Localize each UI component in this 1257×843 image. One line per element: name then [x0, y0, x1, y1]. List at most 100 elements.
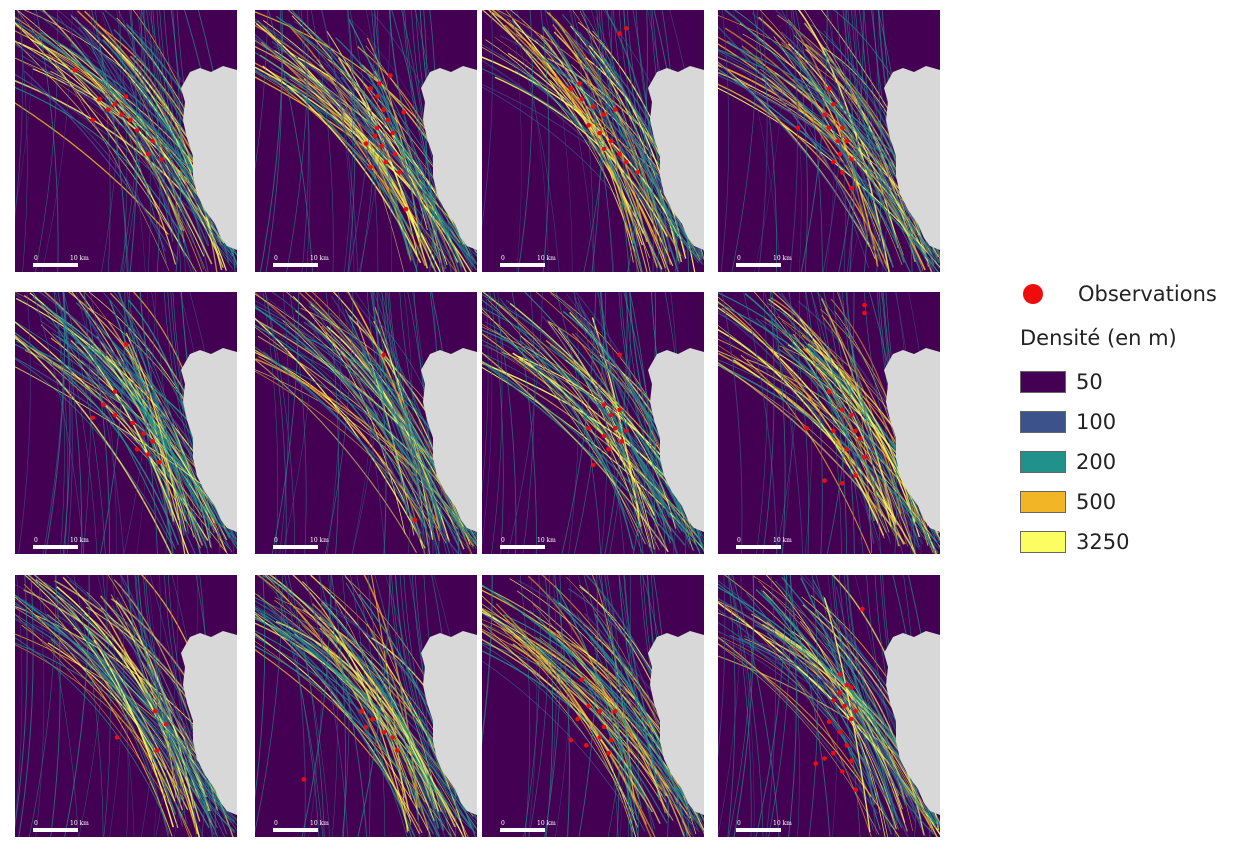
observation-point — [617, 407, 622, 413]
observation-point — [568, 86, 574, 91]
scale-bar-max-label: 10 km — [70, 820, 89, 827]
observation-point — [114, 735, 120, 740]
observation-point — [397, 170, 402, 175]
density-map-2: 0 10 km — [255, 10, 477, 272]
map-panel-6: 0 10 km — [255, 292, 477, 554]
observation-point — [635, 170, 640, 175]
map-panel-11: 0 10 km — [482, 575, 704, 837]
observation-point — [101, 402, 107, 407]
observation-point — [590, 462, 596, 468]
observation-point — [617, 352, 622, 358]
density-map-11: 0 10 km — [482, 575, 704, 837]
scale-bar-min-label: 0 — [274, 820, 278, 827]
observation-point — [844, 138, 850, 144]
ship-tracks — [15, 292, 237, 554]
observation-point — [608, 737, 614, 743]
observation-point — [848, 412, 854, 418]
observation-point — [837, 151, 843, 157]
legend-label-100: 100 — [1076, 410, 1117, 434]
observations — [363, 73, 409, 212]
observation-point — [606, 750, 611, 756]
island-landmass — [181, 631, 237, 815]
observation-point — [617, 31, 622, 36]
observation-point — [379, 143, 384, 149]
observation-point — [112, 412, 118, 418]
observation-point — [606, 446, 611, 452]
ship-tracks — [718, 575, 940, 837]
density-map-10: 0 10 km — [255, 575, 477, 837]
observation-point — [837, 672, 843, 677]
island-landmass — [181, 348, 237, 532]
observation-point — [90, 415, 95, 421]
observation-point — [848, 185, 854, 191]
legend-label-200: 200 — [1076, 450, 1117, 474]
observation-point — [608, 412, 614, 418]
observation-point — [590, 104, 596, 110]
observation-point — [154, 748, 160, 753]
observation-point — [853, 787, 858, 793]
observations — [813, 606, 865, 793]
observation-point — [301, 777, 307, 782]
density-map-6: 0 10 km — [255, 292, 477, 554]
observation-point — [575, 716, 580, 722]
map-panel-8: 0 10 km — [718, 292, 940, 554]
observation-point — [150, 138, 155, 144]
observation-point — [853, 473, 858, 478]
observation-point — [412, 517, 418, 523]
observation-point — [150, 439, 155, 444]
legend-class-3250: 3250 — [1020, 530, 1129, 554]
observations — [90, 342, 162, 465]
scale-bar-min-label: 0 — [34, 820, 38, 827]
observation-point — [840, 769, 845, 774]
observation-point — [383, 159, 389, 165]
observation-point — [152, 708, 158, 714]
scale-bar-min-label: 0 — [737, 820, 741, 827]
observation-point — [577, 81, 582, 86]
observation-point — [363, 724, 369, 730]
observations — [72, 68, 164, 162]
scale-bar: 0 10 km — [736, 255, 792, 267]
observation-point — [601, 402, 607, 407]
legend-swatch-500 — [1020, 491, 1066, 513]
map-panel-5: 0 10 km — [15, 292, 237, 554]
island-landmass — [181, 66, 237, 250]
scale-bar: 0 10 km — [736, 820, 792, 832]
observation-point — [374, 125, 380, 131]
scale-bar-max-label: 10 km — [773, 255, 792, 262]
observation-point — [123, 342, 129, 347]
observation-point — [586, 123, 591, 128]
scale-bar-max-label: 10 km — [537, 255, 556, 262]
observation-point — [385, 117, 391, 123]
observation-point — [390, 130, 395, 136]
observation-point — [619, 439, 625, 444]
scale-bar-max-label: 10 km — [773, 820, 792, 827]
observation-point — [822, 112, 827, 118]
observation-point — [844, 743, 850, 748]
scale-bar-min-label: 0 — [501, 255, 505, 262]
map-panel-10: 0 10 km — [255, 575, 477, 837]
legend-swatch-3250 — [1020, 531, 1066, 553]
observation-point — [145, 452, 151, 457]
map-panel-12: 0 10 km — [718, 575, 940, 837]
scale-bar-max-label: 10 km — [537, 537, 556, 544]
legend-class-200: 200 — [1020, 450, 1116, 474]
observation-point — [804, 425, 810, 431]
scale-bar: 0 10 km — [273, 820, 329, 832]
observation-point — [586, 703, 591, 709]
observation-point — [617, 151, 622, 157]
observation-point — [145, 151, 151, 157]
observation-point — [848, 157, 854, 162]
legend-swatch-200 — [1020, 451, 1066, 473]
observations — [795, 86, 854, 191]
density-map-8: 0 10 km — [718, 292, 940, 554]
observation-point — [141, 431, 147, 436]
density-map-9: 0 10 km — [15, 575, 237, 837]
scale-bar-max-label: 10 km — [310, 255, 329, 262]
island-landmass — [421, 348, 477, 532]
scale-bar-min-label: 0 — [501, 537, 505, 544]
density-map-1: 0 10 km — [15, 10, 237, 272]
observation-point — [403, 206, 409, 212]
legend-observations-row — [1020, 284, 1043, 304]
observation-point — [831, 750, 836, 756]
observation-point — [381, 107, 387, 112]
